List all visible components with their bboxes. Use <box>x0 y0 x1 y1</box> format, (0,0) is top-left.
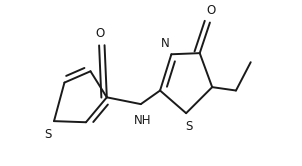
Text: NH: NH <box>134 114 151 127</box>
Text: N: N <box>161 37 170 50</box>
Text: S: S <box>185 120 193 133</box>
Text: O: O <box>95 27 104 40</box>
Text: O: O <box>207 4 216 17</box>
Text: S: S <box>45 128 52 141</box>
